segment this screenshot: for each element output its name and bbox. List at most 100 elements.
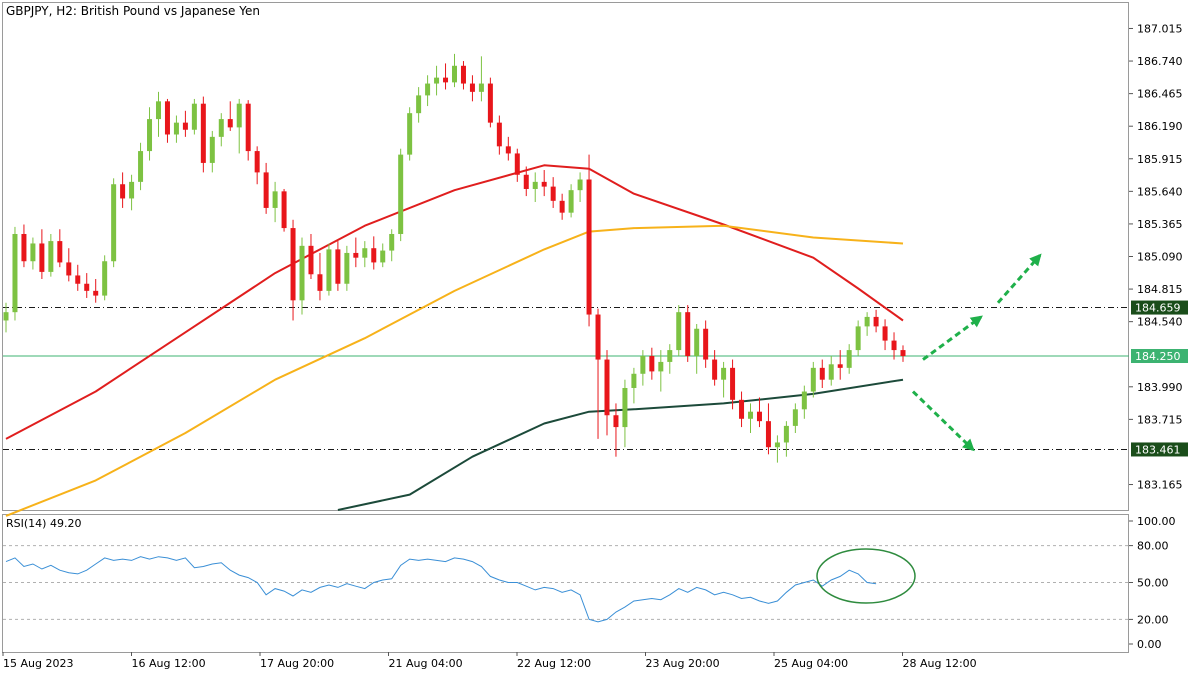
candle-body [478,83,484,92]
symbol-title: GBPJPY, H2: British Pound vs Japanese Ye… [6,4,260,18]
candle-body [147,119,153,152]
candle [765,403,771,455]
candle-body [721,367,727,380]
candle [819,359,825,388]
candle [129,174,135,211]
y-tick-label: 185.365 [1137,218,1183,231]
candle-body [164,101,170,135]
candle [595,308,601,439]
candle-body [236,103,242,128]
candle [855,320,861,357]
candle-body [120,184,126,199]
candle-body [138,151,144,182]
x-tick-label: 16 Aug 12:00 [132,657,206,670]
candle [882,319,888,351]
candle-body [182,122,188,130]
candle-body [810,367,816,392]
candle-body [837,364,843,368]
candle [460,61,466,90]
candle-body [335,249,341,284]
main-plot [3,53,1129,517]
x-tick-label: 15 Aug 2023 [3,657,73,670]
candle-body [191,103,197,130]
candle-body [218,119,224,137]
candle [873,309,879,333]
x-tick-label: 21 Aug 04:00 [389,657,463,670]
candle [57,229,63,268]
candle [102,255,108,301]
candle-body [801,391,807,410]
candle-body [263,172,269,208]
candle [299,237,305,315]
candle-body [846,350,852,368]
candle [200,96,206,173]
candle [469,75,475,102]
candle [362,241,368,268]
candle-body [523,174,529,189]
candle [864,312,870,336]
candle-body [577,179,583,191]
candle-body [712,359,718,380]
candle-body [613,415,619,428]
candle [559,193,565,220]
candle-body [209,136,215,163]
candle [335,241,341,291]
x-tick-label: 22 Aug 12:00 [517,657,591,670]
candle [640,350,646,386]
candle [416,87,422,123]
y-tick-label: 185.915 [1137,153,1183,166]
candle [182,110,188,137]
candle-body [873,316,879,327]
candle [353,237,359,268]
candle-body [649,356,655,372]
ma-fast-line [5,164,904,440]
candle [317,252,323,301]
candle [191,98,197,135]
candle-body [891,340,897,351]
candle-body [694,328,700,357]
candle-body [667,350,673,362]
candle [756,397,762,428]
candle [783,421,789,457]
candle-body [111,184,117,262]
candle-body [344,252,350,284]
candle-body [3,312,9,321]
candle-body [505,146,511,154]
candle-body [155,101,161,120]
candle-body [487,83,493,123]
candle [290,219,296,321]
candle-body [93,290,99,296]
level-badge [1131,300,1188,315]
candle [577,172,583,203]
candle [281,188,287,232]
rsi-title: RSI(14) 49.20 [6,517,81,530]
ma-slow-line [337,378,904,511]
candle [111,178,117,268]
candle [263,162,269,214]
candle [308,233,314,280]
candle-body [371,248,377,263]
candle [703,320,709,368]
y-tick-label: 183.990 [1137,381,1183,394]
candle-body [568,190,574,213]
candle [487,77,493,128]
rsi-y-tick-label: 20.00 [1137,613,1169,626]
candle-body [774,442,780,448]
candle-body [254,151,260,173]
candle-body [272,191,278,208]
y-tick-label: 186.465 [1137,88,1183,101]
y-tick-label: 185.090 [1137,251,1183,264]
candle [48,233,54,277]
candle [21,224,27,268]
candle-body [882,326,888,341]
candle [236,98,242,154]
candle [425,75,431,107]
candle-body [541,181,547,187]
candle-body [703,328,709,360]
candle [505,136,511,161]
projection-arrow [922,315,983,361]
candle-body [828,364,834,380]
candle-body [792,409,798,426]
candle [685,305,691,362]
candle [712,350,718,386]
